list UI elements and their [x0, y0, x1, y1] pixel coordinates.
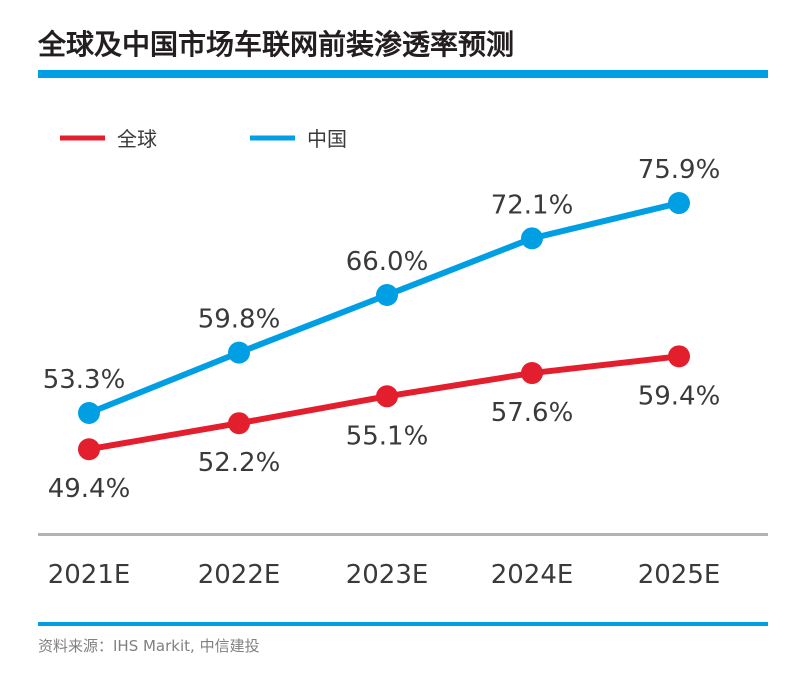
legend-label: 全球: [117, 127, 157, 151]
x-axis-line: [38, 533, 768, 536]
title-rule: [38, 70, 768, 78]
data-point: [228, 412, 250, 435]
x-tick-label: 2022E: [198, 560, 281, 590]
data-point: [521, 227, 543, 250]
data-label: 52.2%: [198, 448, 281, 478]
data-label: 72.1%: [491, 190, 574, 220]
x-tick-label: 2025E: [638, 560, 721, 590]
data-label: 49.4%: [48, 474, 131, 504]
data-label: 57.6%: [491, 398, 574, 428]
data-label: 59.4%: [638, 381, 721, 411]
series-line: [87, 200, 680, 416]
data-point: [668, 345, 690, 368]
data-label: 75.9%: [638, 155, 721, 185]
data-point: [78, 438, 100, 461]
data-label: 59.8%: [198, 305, 281, 335]
chart-title: 全球及中国市场车联网前装渗透率预测: [37, 28, 514, 61]
data-point: [668, 192, 690, 215]
data-point: [228, 341, 250, 364]
legend-label: 中国: [307, 127, 347, 151]
data-label: 66.0%: [346, 247, 429, 277]
footer-rule: [38, 622, 768, 626]
source-note: 资料来源：IHS Markit, 中信建投: [38, 637, 260, 655]
data-point: [376, 385, 398, 408]
x-tick-label: 2024E: [491, 560, 574, 590]
data-label: 53.3%: [43, 365, 126, 395]
data-point: [376, 284, 398, 307]
data-point: [78, 402, 100, 424]
data-label: 55.1%: [346, 421, 429, 451]
x-tick-label: 2023E: [346, 560, 429, 590]
x-tick-label: 2021E: [48, 560, 131, 590]
data-point: [521, 362, 543, 385]
